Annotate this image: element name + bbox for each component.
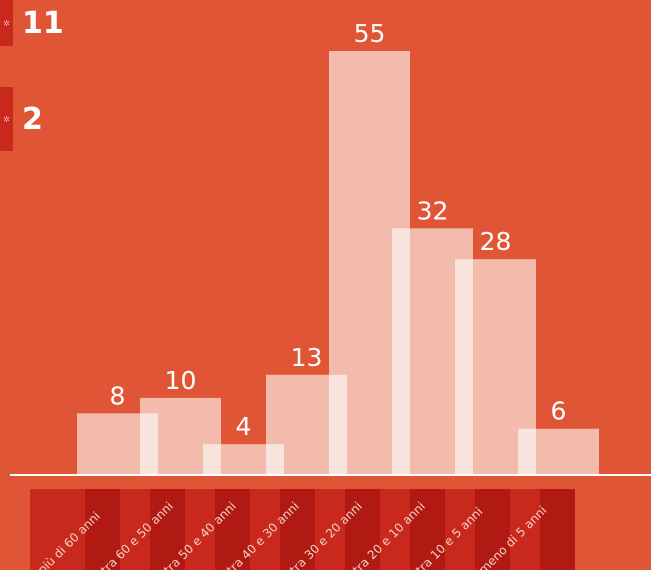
legend-item-1: ✲ 11 [0,0,64,46]
bar-overlap-1 [140,413,158,475]
bar-value-label-3: 4 [236,412,252,441]
axis-stripe [540,489,575,570]
pattern-icon: ✲ [0,87,13,151]
bar-value-label-4: 13 [291,343,323,372]
legend-item-2: ✲ 2 [0,87,43,151]
axis-stripe [215,489,250,570]
bar-overlap-2 [203,444,221,475]
bar-value-label-8: 6 [551,397,567,426]
bar-overlap-3 [266,444,284,475]
bar-value-label-5: 55 [354,19,386,48]
axis-stripe [475,489,510,570]
axis-stripe [345,489,380,570]
bar-overlap-5 [392,228,410,475]
bar-overlap-6 [455,259,473,475]
bar-value-label-1: 8 [110,381,126,410]
category-axis-strip: più di 60 anni tra 60 e 50 anni tra 50 e 4… [30,489,575,570]
axis-stripe [410,489,445,570]
axis-stripe [85,489,120,570]
bar-value-label-6: 32 [417,196,449,225]
legend-value-1: 11 [22,5,64,41]
bar-value-label-7: 28 [480,227,512,256]
bar-overlap-7 [518,428,536,475]
legend-value-2: 2 [22,101,43,137]
axis-stripe [150,489,185,570]
bar-value-label-2: 10 [165,366,197,395]
axis-stripe [280,489,315,570]
pattern-icon: ✲ [0,0,13,46]
bar-overlap-4 [329,374,347,475]
